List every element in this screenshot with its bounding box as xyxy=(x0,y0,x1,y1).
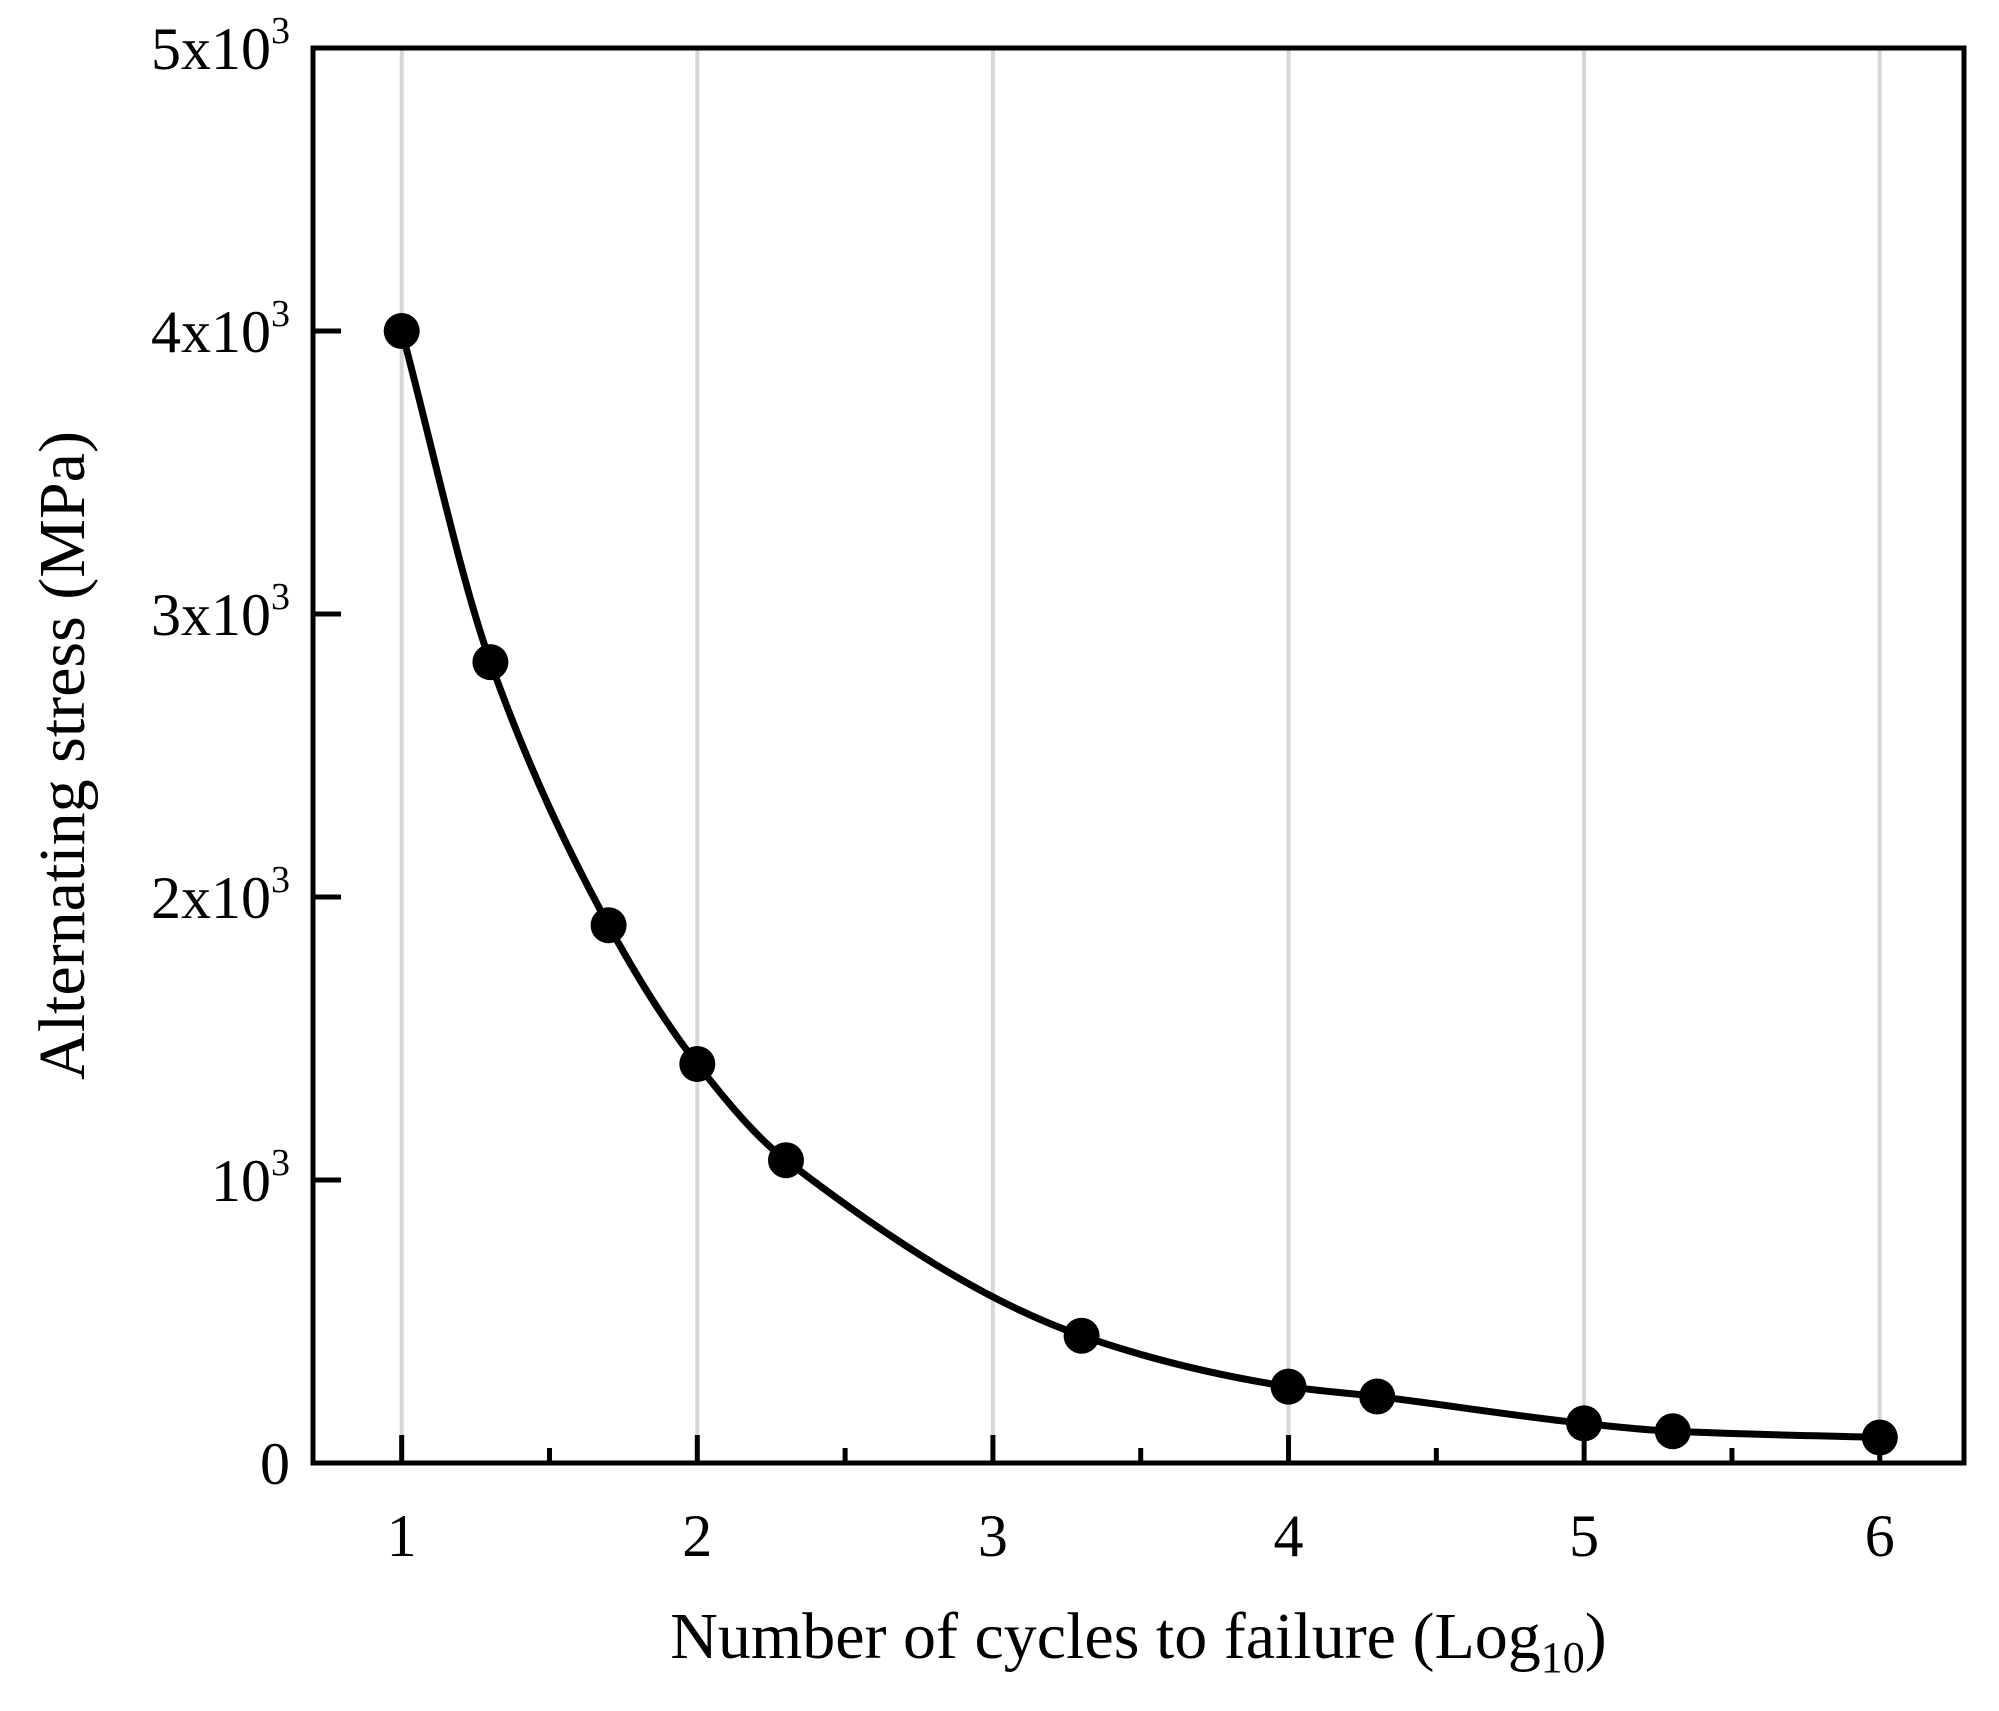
data-point-marker xyxy=(1861,1419,1898,1456)
data-point-marker xyxy=(1270,1368,1307,1405)
data-point-marker xyxy=(590,907,627,944)
data-point-marker xyxy=(472,644,509,681)
data-point-marker xyxy=(768,1142,804,1179)
y-tick-label: 5x103 xyxy=(151,10,290,82)
y-tick-label: 2x103 xyxy=(151,859,290,931)
data-point-marker xyxy=(1063,1317,1100,1354)
y-tick-label: 0 xyxy=(260,1431,290,1497)
x-tick-label: 3 xyxy=(978,1503,1008,1569)
data-point-marker xyxy=(1566,1405,1603,1442)
y-tick-label: 3x103 xyxy=(151,576,290,648)
data-point-marker xyxy=(1654,1413,1691,1450)
y-axis-title: Alternating stress (MPa) xyxy=(26,431,99,1080)
y-tick-label: 103 xyxy=(211,1142,290,1214)
plot-frame xyxy=(310,45,1967,1466)
x-axis-title: Number of cycles to failure (Log10) xyxy=(670,1600,1607,1682)
sn-curve-line xyxy=(398,327,1884,1441)
data-point-marker xyxy=(679,1046,716,1082)
x-tick-label: 4 xyxy=(1274,1503,1304,1569)
y-tick-label: 4x103 xyxy=(151,293,290,365)
data-point-marker xyxy=(383,313,420,349)
x-tick-label: 2 xyxy=(682,1503,712,1569)
x-tick-label: 1 xyxy=(387,1503,417,1569)
data-point-marker xyxy=(1359,1378,1396,1415)
x-tick-label: 6 xyxy=(1865,1503,1895,1569)
x-tick-label: 5 xyxy=(1569,1503,1599,1569)
